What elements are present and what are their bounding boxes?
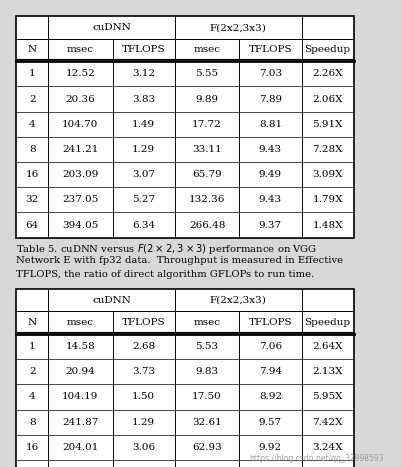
Text: 9.89: 9.89 [195,94,218,104]
Text: 2.64X: 2.64X [312,342,342,351]
Text: msec: msec [193,318,220,327]
Text: 203.09: 203.09 [62,170,98,179]
Text: 3.83: 3.83 [132,94,155,104]
Text: 241.21: 241.21 [62,145,98,154]
Text: 33.11: 33.11 [192,145,221,154]
Text: 1.49: 1.49 [132,120,155,129]
Text: 3.24X: 3.24X [312,443,342,452]
Text: 266.48: 266.48 [188,220,225,230]
Text: 65.79: 65.79 [192,170,221,179]
Text: 7.42X: 7.42X [312,417,342,427]
Text: 237.05: 237.05 [62,195,98,205]
Text: 16: 16 [26,443,38,452]
Text: TFLOPS: TFLOPS [122,318,165,327]
Text: 20.36: 20.36 [65,94,95,104]
Text: 7.03: 7.03 [258,69,281,78]
Text: cuDNN: cuDNN [92,296,131,305]
Text: 9.92: 9.92 [258,443,281,452]
Text: 2.06X: 2.06X [312,94,342,104]
Text: 17.50: 17.50 [192,392,221,402]
Text: TFLOPS: TFLOPS [248,45,292,55]
Text: 5.91X: 5.91X [312,120,342,129]
Bar [16,16,353,238]
Text: 9.37: 9.37 [258,220,281,230]
Text: 7.89: 7.89 [258,94,281,104]
Text: 1: 1 [29,69,35,78]
Text: TFLOPS: TFLOPS [248,318,292,327]
Text: 1.29: 1.29 [132,417,155,427]
Text: 2: 2 [29,94,35,104]
Text: Speedup: Speedup [304,45,350,55]
Text: TFLOPS, the ratio of direct algorithm GFLOPs to run time.: TFLOPS, the ratio of direct algorithm GF… [16,270,314,279]
Text: 5.27: 5.27 [132,195,155,205]
Text: 6.34: 6.34 [132,220,155,230]
Text: 3.73: 3.73 [132,367,155,376]
Text: 4: 4 [29,120,35,129]
Text: Network E with fp32 data.  Throughput is measured in Effective: Network E with fp32 data. Throughput is … [16,256,342,265]
Text: 394.05: 394.05 [62,220,98,230]
Text: 17.72: 17.72 [192,120,221,129]
Text: 7.28X: 7.28X [312,145,342,154]
Text: 2.13X: 2.13X [312,367,342,376]
Text: 1.29: 1.29 [132,145,155,154]
Text: 4: 4 [29,392,35,402]
Text: 7.94: 7.94 [258,367,281,376]
Text: 2.26X: 2.26X [312,69,342,78]
Text: F(2x2,3x3): F(2x2,3x3) [209,23,266,32]
Text: 204.01: 204.01 [62,443,98,452]
Text: 16: 16 [26,170,38,179]
Bar [16,289,353,467]
Text: 5.53: 5.53 [195,342,218,351]
Text: 8.92: 8.92 [258,392,281,402]
Text: 32: 32 [26,195,38,205]
Text: 62.93: 62.93 [192,443,221,452]
Text: 8.81: 8.81 [258,120,281,129]
Text: 20.94: 20.94 [65,367,95,376]
Text: 5.95X: 5.95X [312,392,342,402]
Text: 9.49: 9.49 [258,170,281,179]
Text: 9.57: 9.57 [258,417,281,427]
Text: 7.06: 7.06 [258,342,281,351]
Text: 14.58: 14.58 [65,342,95,351]
Text: 241.87: 241.87 [62,417,98,427]
Text: 1.48X: 1.48X [312,220,342,230]
Text: 8: 8 [29,145,35,154]
Text: 9.83: 9.83 [195,367,218,376]
Text: cuDNN: cuDNN [92,23,131,32]
Text: Table 5. cuDNN versus $F(2 \times 2, 3 \times 3)$ performance on VGG: Table 5. cuDNN versus $F(2 \times 2, 3 \… [16,242,316,256]
Text: 9.43: 9.43 [258,195,281,205]
Text: 3.09X: 3.09X [312,170,342,179]
Text: 1: 1 [29,342,35,351]
Text: 1.50: 1.50 [132,392,155,402]
Text: 64: 64 [26,220,38,230]
Text: 3.06: 3.06 [132,443,155,452]
Text: 3.07: 3.07 [132,170,155,179]
Text: 104.19: 104.19 [62,392,98,402]
Text: 3.12: 3.12 [132,69,155,78]
Text: 1.79X: 1.79X [312,195,342,205]
Text: F(2x2,3x3): F(2x2,3x3) [209,296,266,305]
Text: 9.43: 9.43 [258,145,281,154]
Text: N: N [28,318,36,327]
Text: 2: 2 [29,367,35,376]
Text: 132.36: 132.36 [188,195,225,205]
Text: msec: msec [67,45,94,55]
Text: msec: msec [193,45,220,55]
Text: 8: 8 [29,417,35,427]
Text: msec: msec [67,318,94,327]
Text: N: N [28,45,36,55]
Text: TFLOPS: TFLOPS [122,45,165,55]
Text: 104.70: 104.70 [62,120,98,129]
Text: 32.61: 32.61 [192,417,221,427]
Text: 5.55: 5.55 [195,69,218,78]
Text: 12.52: 12.52 [65,69,95,78]
Text: https://blog.csdn.net/qq_32998593: https://blog.csdn.net/qq_32998593 [249,454,383,463]
Text: Speedup: Speedup [304,318,350,327]
Text: 2.68: 2.68 [132,342,155,351]
